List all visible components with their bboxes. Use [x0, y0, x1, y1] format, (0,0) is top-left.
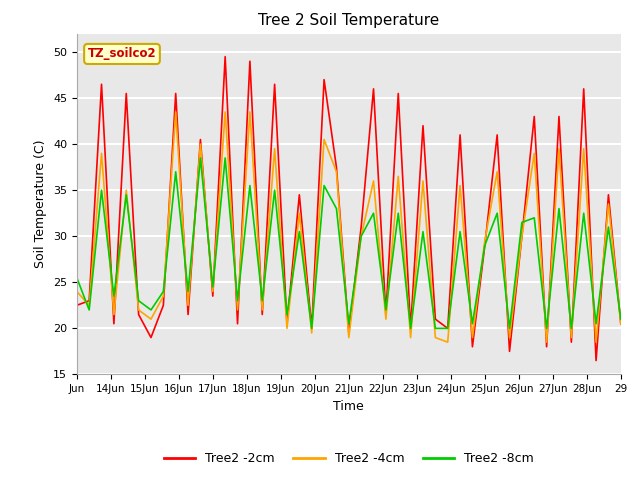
Title: Tree 2 Soil Temperature: Tree 2 Soil Temperature	[258, 13, 440, 28]
Y-axis label: Soil Temperature (C): Soil Temperature (C)	[35, 140, 47, 268]
Text: TZ_soilco2: TZ_soilco2	[88, 48, 156, 60]
X-axis label: Time: Time	[333, 400, 364, 413]
Legend: Tree2 -2cm, Tree2 -4cm, Tree2 -8cm: Tree2 -2cm, Tree2 -4cm, Tree2 -8cm	[159, 447, 539, 470]
